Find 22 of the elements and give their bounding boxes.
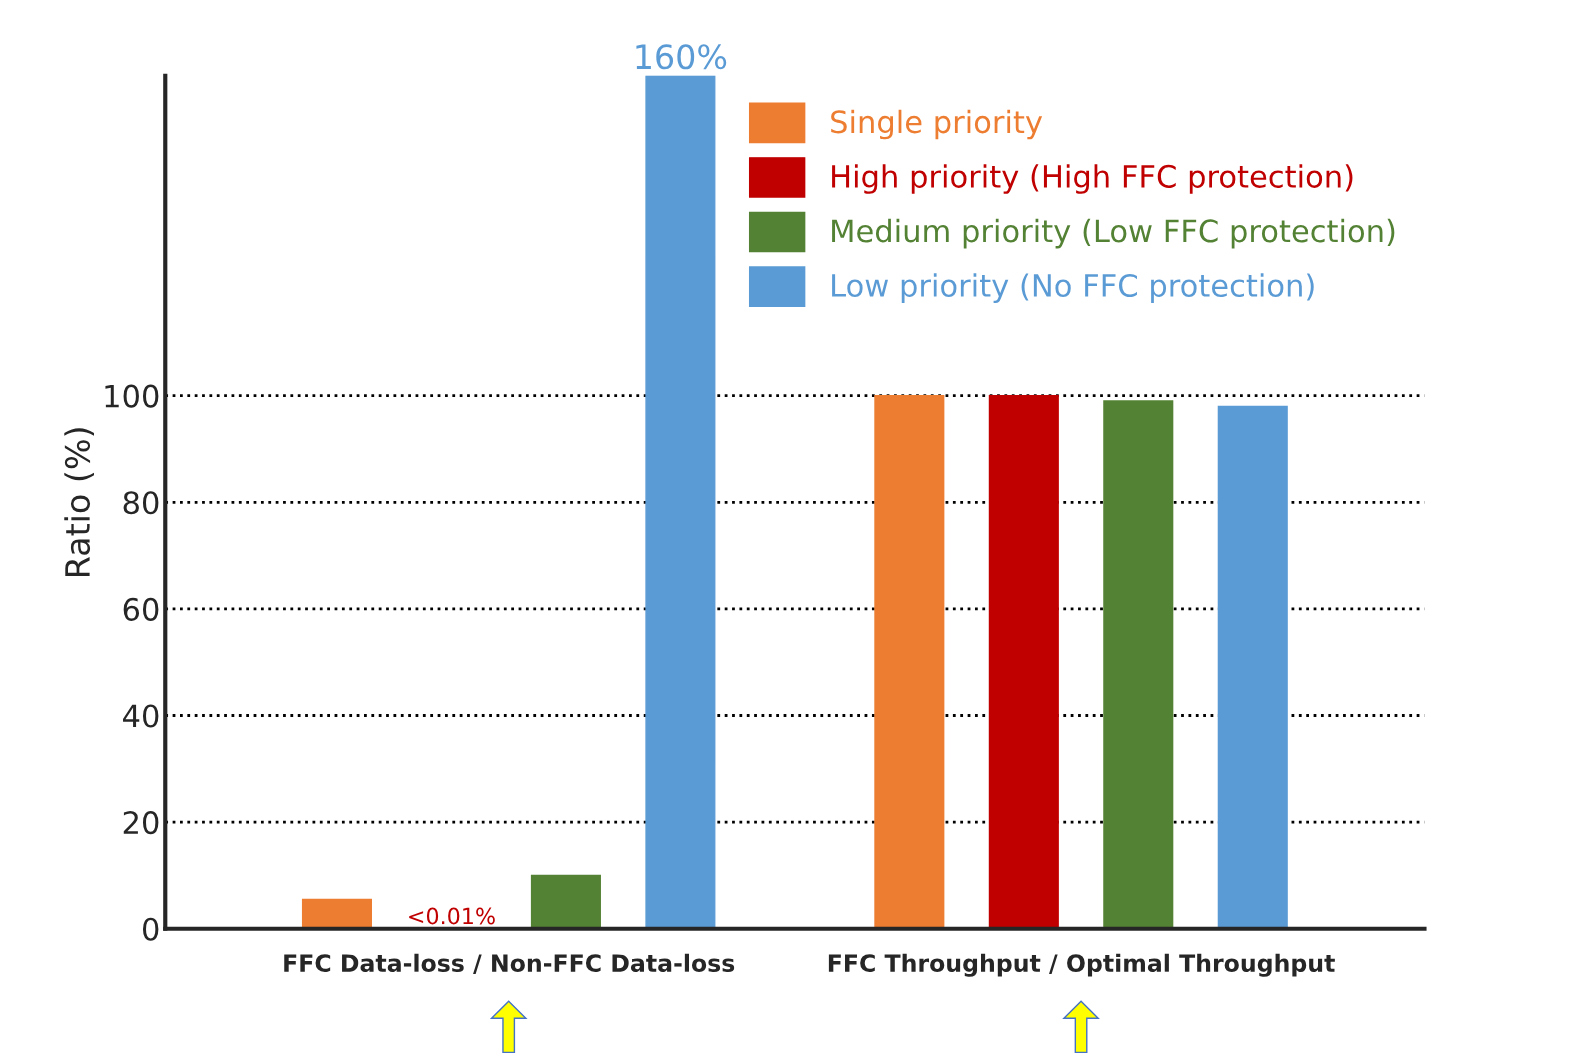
- bar: [645, 75, 716, 929]
- bar: [301, 898, 373, 929]
- bar: [530, 874, 601, 929]
- data-label: 160%: [636, 44, 727, 70]
- legend-label: Low priority (No FFC protection): [832, 273, 1314, 303]
- x-tick-label: FFC Data-loss / Non-FFC Data-loss: [284, 953, 735, 974]
- y-tick-label: 20: [123, 811, 159, 835]
- y-tick-label: 80: [123, 491, 159, 515]
- y-tick-label: 100: [105, 384, 159, 408]
- x-tick-label: FFC Throughput / Optimal Throughput: [828, 953, 1335, 977]
- y-tick-label: 40: [123, 704, 159, 728]
- legend-label: Single priority: [831, 109, 1043, 140]
- data-label: <0.01%: [409, 907, 495, 925]
- bar: [988, 394, 1059, 929]
- y-tick-label: 0: [142, 917, 159, 941]
- bar: [1217, 405, 1288, 929]
- bar: [1103, 400, 1174, 929]
- y-axis-title: Ratio (%): [64, 428, 94, 576]
- bar: [874, 394, 945, 929]
- legend-label: High priority (High FFC protection): [832, 164, 1353, 194]
- legend-label: Medium priority (Low FFC protection): [832, 218, 1395, 249]
- y-tick-label: 60: [123, 597, 159, 621]
